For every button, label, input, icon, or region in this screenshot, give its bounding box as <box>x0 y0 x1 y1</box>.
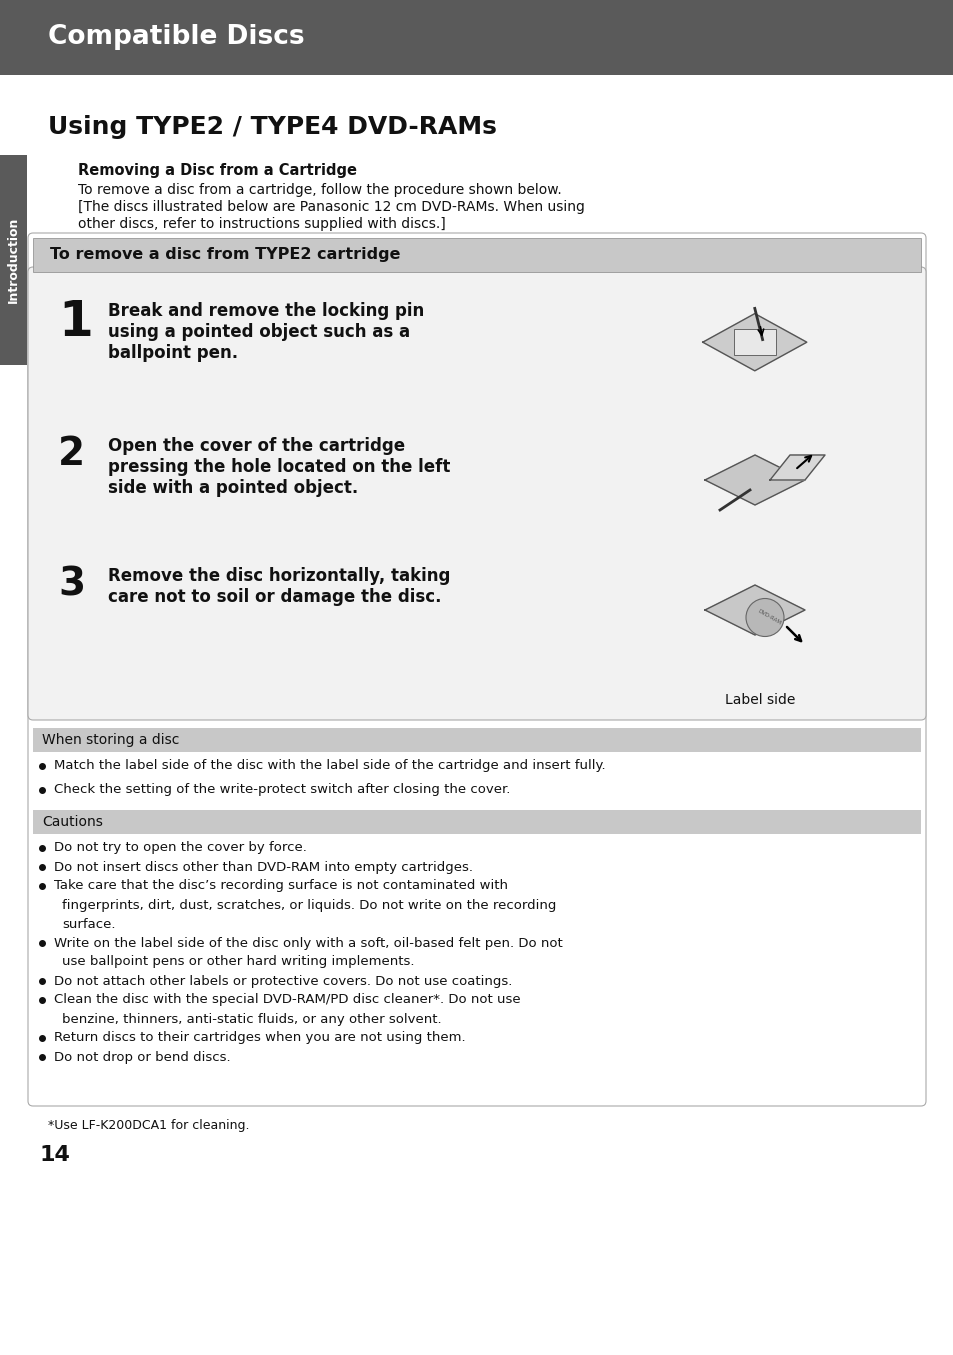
Text: Removing a Disc from a Cartridge: Removing a Disc from a Cartridge <box>78 163 356 178</box>
Text: Do not try to open the cover by force.: Do not try to open the cover by force. <box>54 841 307 855</box>
Bar <box>589 285 909 415</box>
Polygon shape <box>702 313 806 371</box>
Bar <box>33 238 920 272</box>
Text: Check the setting of the write-protect switch after closing the cover.: Check the setting of the write-protect s… <box>54 783 510 797</box>
Text: Do not drop or bend discs.: Do not drop or bend discs. <box>54 1050 231 1064</box>
Bar <box>0 0 953 75</box>
Polygon shape <box>704 455 804 505</box>
Text: use ballpoint pens or other hard writing implements.: use ballpoint pens or other hard writing… <box>62 955 414 969</box>
Text: Open the cover of the cartridge: Open the cover of the cartridge <box>108 438 405 455</box>
Text: Cautions: Cautions <box>42 814 103 829</box>
Text: Return discs to their cartridges when you are not using them.: Return discs to their cartridges when yo… <box>54 1031 465 1045</box>
Text: Do not attach other labels or protective covers. Do not use coatings.: Do not attach other labels or protective… <box>54 974 512 988</box>
Text: fingerprints, dirt, dust, scratches, or liquids. Do not write on the recording: fingerprints, dirt, dust, scratches, or … <box>62 898 556 912</box>
Text: *Use LF-K200DCA1 for cleaning.: *Use LF-K200DCA1 for cleaning. <box>48 1119 250 1131</box>
Bar <box>733 329 775 355</box>
Text: To remove a disc from TYPE2 cartridge: To remove a disc from TYPE2 cartridge <box>50 248 400 263</box>
Text: Do not insert discs other than DVD-RAM into empty cartridges.: Do not insert discs other than DVD-RAM i… <box>54 860 473 874</box>
Bar <box>33 728 920 752</box>
Text: surface.: surface. <box>62 917 115 931</box>
Bar <box>589 545 909 690</box>
Text: care not to soil or damage the disc.: care not to soil or damage the disc. <box>108 588 441 606</box>
Text: pressing the hole located on the left: pressing the hole located on the left <box>108 458 450 476</box>
Bar <box>33 810 920 833</box>
Text: other discs, refer to instructions supplied with discs.]: other discs, refer to instructions suppl… <box>78 217 445 230</box>
Polygon shape <box>769 455 824 480</box>
Bar <box>0 154 27 364</box>
Text: Introduction: Introduction <box>7 217 20 304</box>
Text: Label side: Label side <box>724 692 795 707</box>
Text: Write on the label side of the disc only with a soft, oil-based felt pen. Do not: Write on the label side of the disc only… <box>54 936 562 950</box>
Text: DVD-RAM: DVD-RAM <box>757 608 781 626</box>
Text: Match the label side of the disc with the label side of the cartridge and insert: Match the label side of the disc with th… <box>54 760 605 772</box>
Text: Take care that the disc’s recording surface is not contaminated with: Take care that the disc’s recording surf… <box>54 879 507 893</box>
Text: Remove the disc horizontally, taking: Remove the disc horizontally, taking <box>108 566 450 585</box>
Text: ballpoint pen.: ballpoint pen. <box>108 344 238 362</box>
Text: Using TYPE2 / TYPE4 DVD-RAMs: Using TYPE2 / TYPE4 DVD-RAMs <box>48 115 497 140</box>
Text: side with a pointed object.: side with a pointed object. <box>108 480 358 497</box>
Text: [The discs illustrated below are Panasonic 12 cm DVD-RAMs. When using: [The discs illustrated below are Panason… <box>78 201 584 214</box>
Text: using a pointed object such as a: using a pointed object such as a <box>108 322 410 341</box>
Text: Clean the disc with the special DVD-RAM/PD disc cleaner*. Do not use: Clean the disc with the special DVD-RAM/… <box>54 993 520 1007</box>
FancyBboxPatch shape <box>28 267 925 720</box>
Text: 2: 2 <box>58 435 85 473</box>
Bar <box>589 420 909 550</box>
Polygon shape <box>704 585 804 635</box>
Circle shape <box>745 599 783 637</box>
Text: benzine, thinners, anti-static fluids, or any other solvent.: benzine, thinners, anti-static fluids, o… <box>62 1012 441 1026</box>
Text: 3: 3 <box>58 565 85 603</box>
Text: Break and remove the locking pin: Break and remove the locking pin <box>108 302 424 320</box>
Text: To remove a disc from a cartridge, follow the procedure shown below.: To remove a disc from a cartridge, follo… <box>78 183 561 196</box>
Text: 1: 1 <box>58 298 92 346</box>
Text: 14: 14 <box>40 1145 71 1165</box>
Text: Compatible Discs: Compatible Discs <box>48 24 304 50</box>
Text: When storing a disc: When storing a disc <box>42 733 179 747</box>
